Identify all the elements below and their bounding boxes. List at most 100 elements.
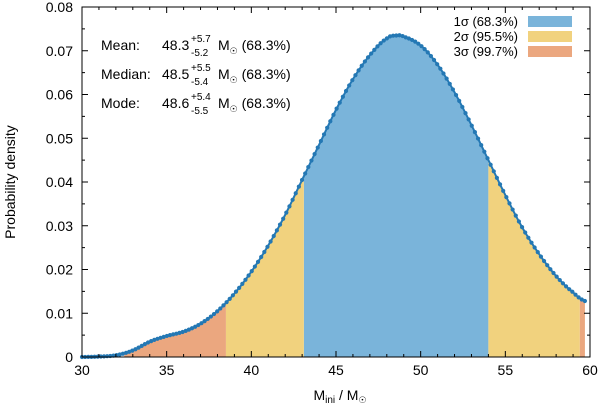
- curve-point: [202, 319, 207, 324]
- curve-point: [548, 267, 553, 272]
- x-axis-ticks: 30 35 40 45 50 55 60: [74, 7, 598, 378]
- curve-point: [284, 210, 289, 215]
- curve-point: [167, 333, 173, 338]
- annotation-unit-sun: ☉: [230, 104, 238, 114]
- curve-point: [215, 309, 220, 314]
- curve-point: [516, 219, 522, 224]
- annotation-lower-error: -5.4: [191, 77, 209, 88]
- curve-point: [265, 244, 270, 249]
- curve-point: [186, 327, 191, 332]
- curve-point: [246, 273, 251, 278]
- curve-point: [394, 33, 399, 38]
- curve-point: [381, 38, 386, 43]
- curve-point: [189, 326, 195, 331]
- curve-point: [387, 34, 393, 39]
- curve-point: [356, 68, 361, 73]
- curve-point: [290, 197, 295, 202]
- annotation-value-main: 48.6: [162, 95, 189, 111]
- curve-point: [362, 59, 367, 64]
- curve-point: [306, 164, 311, 170]
- x-tick-label: 60: [582, 362, 598, 378]
- x-axis-label-sep: / M: [335, 387, 358, 403]
- curve-point: [504, 195, 509, 200]
- curve-point: [567, 287, 572, 292]
- curve-point: [400, 33, 405, 39]
- annotation-label: Median:: [101, 66, 151, 82]
- curve-point: [193, 324, 198, 329]
- y-tick-label: 0.05: [46, 130, 73, 146]
- curve-point: [541, 258, 547, 264]
- curve-point: [501, 188, 506, 193]
- x-axis-label: Mini / M☉: [313, 387, 366, 406]
- curve-point: [491, 169, 496, 174]
- legend: 1σ (68.3%)2σ (95.5%)3σ (99.7%): [454, 14, 572, 59]
- x-axis-label-sub: ini: [325, 395, 335, 406]
- curve-point: [359, 63, 364, 68]
- statistics-annotations: Mean: 48.3 +5.7 -5.2M☉ (68.3%)Median: 48.5 +5…: [101, 34, 291, 117]
- curve-point: [262, 249, 267, 255]
- curve-point: [444, 76, 449, 81]
- curve-point: [233, 289, 239, 294]
- curve-point: [208, 314, 213, 319]
- curve-point: [510, 207, 515, 212]
- legend-swatch: [528, 16, 572, 27]
- curve-point: [557, 277, 562, 283]
- curve-point: [299, 177, 305, 183]
- curve-point: [475, 136, 481, 141]
- curve-point: [560, 281, 566, 286]
- annotation-upper-error: +5.4: [191, 92, 211, 103]
- curve-point: [372, 47, 377, 52]
- curve-point: [205, 316, 210, 322]
- legend-label: 1σ (68.3%): [454, 14, 518, 29]
- curve-point: [513, 213, 518, 218]
- x-axis-label-sun: ☉: [358, 395, 366, 405]
- curve-point: [457, 98, 462, 103]
- curve-point: [120, 351, 125, 356]
- curve-point: [447, 81, 452, 87]
- curve-point: [321, 132, 327, 137]
- annotation-value: 48.5 +5.5 -5.4 M☉ (68.3%): [162, 63, 291, 88]
- curve-point: [460, 104, 465, 110]
- annotation-label: Mode:: [101, 95, 140, 111]
- curve-point: [519, 225, 525, 230]
- curve-point: [240, 281, 245, 286]
- curve-point: [413, 39, 418, 44]
- curve-point: [419, 44, 424, 49]
- y-tick-label: 0.03: [46, 218, 73, 234]
- curve-point: [576, 295, 581, 300]
- y-tick-label: 0.07: [46, 43, 73, 59]
- curve-point: [303, 171, 308, 176]
- annotation-unit: M: [218, 66, 230, 82]
- curve-point: [334, 106, 339, 111]
- x-tick-label: 35: [159, 362, 175, 378]
- y-tick-label: 0.08: [46, 0, 73, 15]
- curve-point: [249, 269, 254, 274]
- annotation-lower-error: -5.2: [191, 48, 209, 59]
- curve-point: [428, 53, 433, 59]
- curve-point: [551, 270, 556, 276]
- curve-point: [554, 274, 559, 279]
- annotation-unit-sun: ☉: [230, 46, 238, 56]
- annotation-value: 48.6 +5.4 -5.5 M☉ (68.3%): [162, 92, 291, 117]
- curve-point: [237, 285, 242, 290]
- y-tick-label: 0.06: [46, 87, 73, 103]
- x-axis-label-main: M: [313, 387, 325, 403]
- curve-point: [479, 143, 484, 148]
- curve-point: [331, 112, 336, 117]
- curve-point: [224, 300, 229, 305]
- curve-point: [453, 92, 459, 98]
- curve-point: [482, 149, 487, 154]
- curve-point: [350, 78, 355, 83]
- annotation-upper-error: +5.5: [191, 63, 211, 74]
- curve-point: [545, 263, 550, 268]
- curve-point: [142, 342, 147, 347]
- legend-label: 3σ (99.7%): [454, 44, 518, 59]
- curve-point: [293, 191, 298, 196]
- curve-point: [271, 233, 276, 239]
- annotation-unit: M: [218, 37, 230, 53]
- curve-point: [255, 259, 261, 264]
- curve-point: [497, 182, 503, 187]
- curve-point: [315, 145, 320, 150]
- curve-point: [485, 156, 490, 161]
